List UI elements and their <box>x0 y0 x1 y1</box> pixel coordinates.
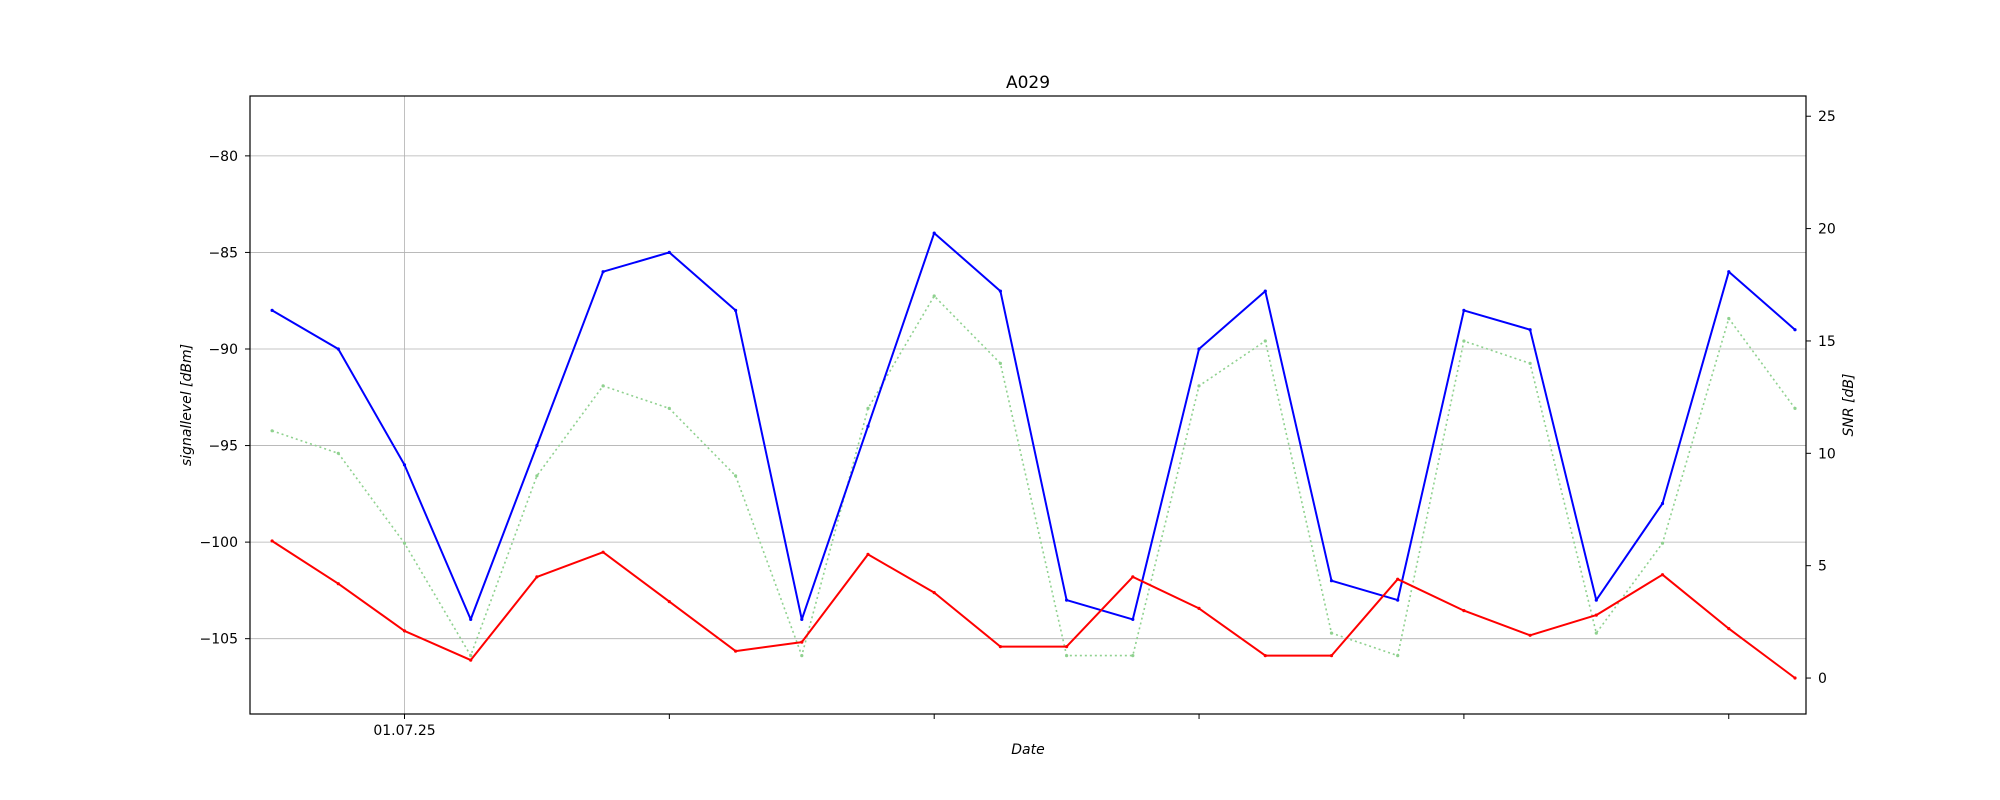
snr-point <box>1065 645 1069 649</box>
y2-tick-label: 5 <box>1818 559 1827 575</box>
snr-point <box>1131 575 1135 579</box>
snr-point <box>932 591 936 595</box>
y-tick-label: −105 <box>200 632 238 648</box>
snr-point <box>667 600 671 604</box>
signal-level-point <box>270 308 274 312</box>
snr-dotted-point <box>535 474 539 478</box>
snr-point <box>1197 606 1201 611</box>
snr-dotted-line <box>271 295 1796 657</box>
series-layer <box>270 231 1797 680</box>
snr-point <box>998 645 1003 649</box>
signal-level-point <box>800 617 804 622</box>
chart-title: A029 <box>1006 73 1050 93</box>
snr-dotted-point <box>1462 339 1466 343</box>
signal-level-point <box>866 424 870 428</box>
snr-point <box>1329 654 1334 658</box>
signal-level-point <box>1594 598 1598 602</box>
signal-level-point <box>1065 598 1069 602</box>
signal-level-point <box>734 308 738 312</box>
snr-dotted-point <box>1727 316 1731 321</box>
snr-dotted-point <box>866 406 870 410</box>
snr-dotted-point <box>270 429 274 433</box>
snr-point <box>336 582 340 586</box>
snr-dotted-point <box>1528 361 1532 365</box>
snr-point <box>800 640 804 644</box>
snr-point <box>734 649 738 653</box>
signal-level-point <box>601 270 605 274</box>
y-tick-label: −80 <box>208 149 238 165</box>
snr-dotted-point <box>469 654 473 658</box>
grid-lines <box>250 96 1806 714</box>
x-tick-label: 01.07.25 <box>373 723 435 739</box>
signal-level-point <box>1462 308 1466 312</box>
signal-level-point <box>1396 598 1400 602</box>
snr-point <box>1396 577 1400 581</box>
signal-level-point <box>336 347 340 351</box>
snr-dotted-point <box>998 361 1003 365</box>
snr-point <box>402 629 407 633</box>
x-axis-title: Date <box>1011 742 1044 758</box>
signal-level-point <box>1131 617 1135 622</box>
snr-point <box>1727 627 1731 631</box>
signal-level-point <box>932 231 936 235</box>
snr-point <box>601 550 605 554</box>
signal-level-point <box>1660 501 1665 506</box>
snr-point <box>469 658 473 662</box>
signal-level-point <box>1793 328 1797 332</box>
signal-level-point <box>402 463 407 467</box>
snr-dotted-point <box>667 406 671 410</box>
snr-dotted-point <box>1396 654 1400 658</box>
snr-point <box>1462 609 1466 613</box>
signal-level-point <box>535 444 539 448</box>
snr-dotted-point <box>601 384 605 388</box>
snr-dotted-point <box>402 541 407 545</box>
snr-dotted-point <box>1131 654 1135 658</box>
snr-dotted-point <box>800 654 804 658</box>
y-axis-title: signallevel [dBm] <box>179 344 195 466</box>
signal-level-line <box>271 232 1796 621</box>
snr-dotted-point <box>1065 654 1069 658</box>
snr-dotted-point <box>932 294 936 298</box>
snr-line <box>271 540 1796 679</box>
y2-axis-title: SNR [dB] <box>1841 374 1857 437</box>
snr-point <box>1263 654 1267 658</box>
y2-tick-label: 25 <box>1818 109 1836 125</box>
signal-level-point <box>1329 579 1334 583</box>
snr-point <box>270 539 274 543</box>
snr-point <box>1528 633 1532 637</box>
y2-tick-label: 10 <box>1818 446 1836 462</box>
snr-point <box>866 552 870 557</box>
y-tick-label: −90 <box>208 342 238 358</box>
y-tick-label: −100 <box>200 535 238 551</box>
snr-dotted-point <box>336 451 340 455</box>
signal-level-point <box>1263 289 1267 293</box>
snr-dotted-point <box>1793 406 1797 410</box>
snr-point <box>535 575 539 579</box>
y2-tick-label: 20 <box>1818 222 1836 238</box>
y2-tick-label: 15 <box>1818 334 1836 350</box>
snr-dotted-point <box>734 474 738 478</box>
signal-level-point <box>469 617 473 622</box>
snr-dotted-point <box>1329 631 1334 635</box>
snr-point <box>1793 676 1797 680</box>
y2-tick-label: 0 <box>1818 671 1827 687</box>
y-tick-label: −95 <box>208 439 238 455</box>
snr-point <box>1660 573 1665 577</box>
signal-level-point <box>1528 328 1532 332</box>
signal-level-point <box>1197 347 1201 351</box>
plot-frame <box>249 95 1807 715</box>
signal-level-point <box>1727 270 1731 274</box>
snr-dotted-point <box>1263 339 1267 343</box>
snr-dotted-point <box>1594 631 1598 635</box>
snr-point <box>1594 613 1598 617</box>
signal-level-point <box>998 289 1003 293</box>
y-tick-label: −85 <box>208 245 238 261</box>
signal-level-point <box>667 250 671 254</box>
snr-dotted-point <box>1197 384 1201 388</box>
snr-dotted-point <box>1660 541 1665 545</box>
tick-layer: −80 −85 −90 −95 −100 −105 25 20 15 10 5 0 01.07.25 <box>200 109 1836 739</box>
